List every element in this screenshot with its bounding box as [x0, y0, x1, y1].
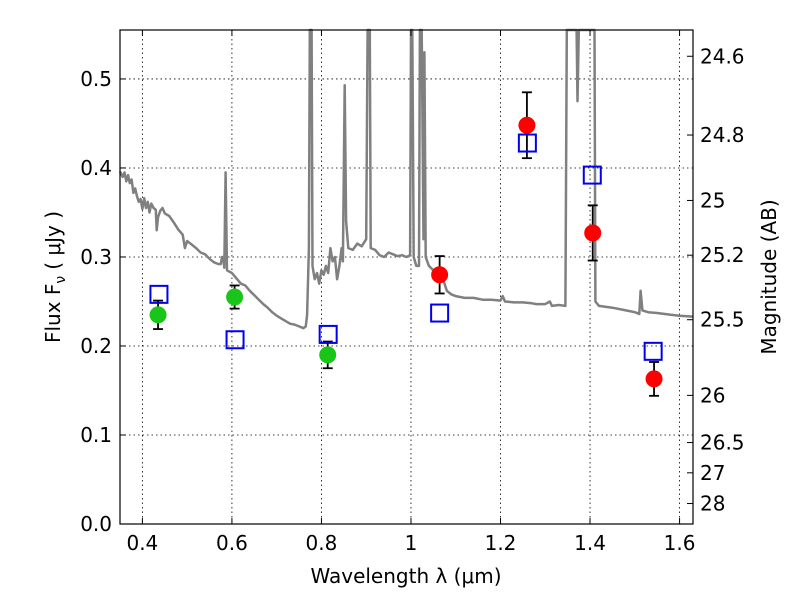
x-tick-label: 0.8 — [306, 531, 338, 555]
data-point — [645, 370, 663, 388]
y-tick-label: 0.4 — [80, 156, 112, 180]
y-axis-label: Flux Fν ( μJy ) — [41, 211, 69, 343]
x-tick-label: 1.2 — [485, 531, 517, 555]
y2-tick-label: 25.2 — [700, 243, 745, 267]
data-point — [319, 346, 337, 364]
y2-tick-label: 26.5 — [700, 431, 745, 455]
data-point — [584, 224, 602, 242]
y-tick-label: 0.1 — [80, 423, 112, 447]
y2-tick-label: 26 — [700, 383, 725, 407]
y2-tick-label: 25 — [700, 188, 725, 212]
y2-tick-label: 25.5 — [700, 308, 745, 332]
model-point — [643, 341, 663, 361]
y2-tick-label: 24.8 — [700, 123, 745, 147]
y-tick-label: 0.3 — [80, 245, 112, 269]
plot-frame — [119, 29, 694, 525]
y2-tick-label: 27 — [700, 461, 725, 485]
y-tick-label: 0.5 — [80, 67, 112, 91]
y-tick-label: 0.2 — [80, 334, 112, 358]
x-tick-label: 1 — [405, 531, 418, 555]
model-spectrum-layer — [118, 28, 694, 330]
y-tick-label: 0.0 — [80, 512, 112, 536]
model-point — [149, 284, 169, 304]
axis-ticks: 0.4 0.6 0.8 1 1.2 1.4 1.6 0.0 0.1 0.2 0.3 0.4 0.5 24.… — [80, 30, 745, 555]
y2-axis-label: Magnitude (AB) — [757, 199, 781, 354]
model-point — [318, 324, 338, 344]
x-tick-label: 1.6 — [664, 531, 696, 555]
model-point — [517, 133, 537, 153]
data-point — [226, 288, 244, 306]
photometry-layer — [149, 91, 663, 397]
y-axis-label-unit: ( μJy ) — [41, 211, 65, 270]
model-point — [582, 165, 602, 185]
grid-lines — [120, 30, 693, 525]
y2-tick-label: 28 — [700, 492, 725, 516]
data-point — [149, 306, 167, 324]
x-tick-label: 1.4 — [574, 531, 606, 555]
x-axis-label: Wavelength λ (μm) — [310, 564, 501, 588]
y2-tick-label: 24.6 — [700, 44, 745, 68]
x-tick-label: 0.6 — [216, 531, 248, 555]
model-point — [225, 330, 245, 350]
y-axis-label-main: Flux F — [41, 284, 65, 343]
x-tick-label: 0.4 — [126, 531, 158, 555]
data-point — [518, 116, 536, 134]
model-point — [430, 303, 450, 323]
data-point — [431, 266, 449, 284]
y-axis-label-subscript: ν — [53, 276, 69, 284]
model-spectrum-line — [118, 28, 694, 330]
